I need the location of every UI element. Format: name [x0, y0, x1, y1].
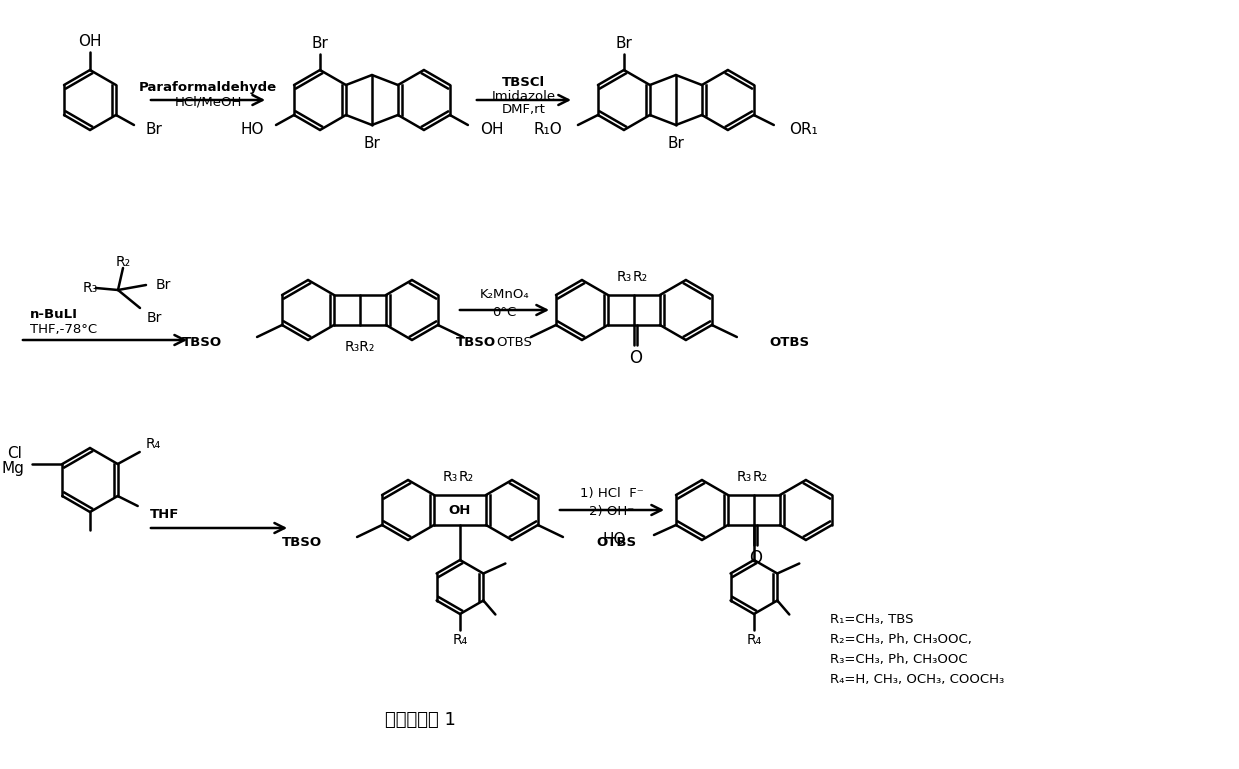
Text: R₁O: R₁O — [534, 122, 563, 137]
Text: R₁=CH₃, TBS: R₁=CH₃, TBS — [830, 614, 913, 627]
Text: OTBS: OTBS — [596, 537, 636, 550]
Text: R₂: R₂ — [632, 270, 648, 284]
Text: TBSO: TBSO — [282, 537, 322, 550]
Text: Br: Br — [363, 135, 380, 151]
Text: R₃: R₃ — [616, 270, 632, 284]
Text: DMF,rt: DMF,rt — [502, 104, 546, 116]
Text: K₂MnO₄: K₂MnO₄ — [479, 288, 529, 301]
Text: R₃R₂: R₃R₂ — [344, 340, 375, 354]
Text: Br: Br — [146, 311, 161, 325]
Text: O: O — [750, 549, 762, 567]
Text: R₄: R₄ — [452, 633, 467, 647]
Text: HCl/MeOH: HCl/MeOH — [175, 95, 242, 108]
Text: R₂=CH₃, Ph, CH₃OOC,: R₂=CH₃, Ph, CH₃OOC, — [830, 634, 971, 647]
Text: Cl: Cl — [7, 447, 22, 461]
Text: HO: HO — [602, 532, 626, 548]
Text: R₄=H, CH₃, OCH₃, COOCH₃: R₄=H, CH₃, OCH₃, COOCH₃ — [830, 674, 1005, 687]
Text: OH: OH — [449, 504, 471, 517]
Text: n-BuLI: n-BuLI — [30, 308, 78, 321]
Text: OH: OH — [481, 122, 504, 137]
Text: R₂: R₂ — [752, 470, 767, 484]
Text: TBSO: TBSO — [182, 337, 222, 349]
Text: Br: Br — [311, 36, 328, 52]
Text: TBSCl: TBSCl — [502, 75, 545, 88]
Text: 2) OH⁻: 2) OH⁻ — [590, 505, 634, 518]
Text: R₂: R₂ — [115, 255, 130, 269]
Text: R₃: R₃ — [442, 470, 457, 484]
Text: R₃=CH₃, Ph, CH₃OOC: R₃=CH₃, Ph, CH₃OOC — [830, 654, 968, 667]
Text: THF,-78°C: THF,-78°C — [30, 324, 97, 337]
Text: O: O — [629, 349, 643, 367]
Text: 1) HCl  F⁻: 1) HCl F⁻ — [580, 488, 644, 501]
Text: Paraformaldehyde: Paraformaldehyde — [139, 82, 278, 95]
Text: OH: OH — [78, 35, 102, 49]
Text: Br: Br — [145, 122, 162, 137]
Text: R₄: R₄ — [146, 437, 161, 451]
Text: R₃: R₃ — [82, 281, 98, 295]
Text: 0°C: 0°C — [492, 305, 517, 318]
Text: Br: Br — [668, 135, 684, 151]
Text: Imidazole: Imidazole — [492, 89, 556, 102]
Text: Br: Br — [155, 278, 171, 292]
Text: Br: Br — [616, 36, 632, 52]
Text: OR₁: OR₁ — [789, 122, 818, 137]
Text: R₄: R₄ — [746, 633, 762, 647]
Text: R₂: R₂ — [458, 470, 473, 484]
Text: OTBS: OTBS — [496, 337, 532, 349]
Text: HO: HO — [240, 122, 264, 137]
Text: R₃: R₃ — [736, 470, 752, 484]
Text: Mg: Mg — [1, 461, 25, 477]
Text: TBSO: TBSO — [456, 337, 496, 349]
Text: OTBS: OTBS — [769, 337, 810, 349]
Text: 合成路线图 1: 合成路线图 1 — [384, 711, 456, 729]
Text: THF: THF — [150, 508, 180, 521]
